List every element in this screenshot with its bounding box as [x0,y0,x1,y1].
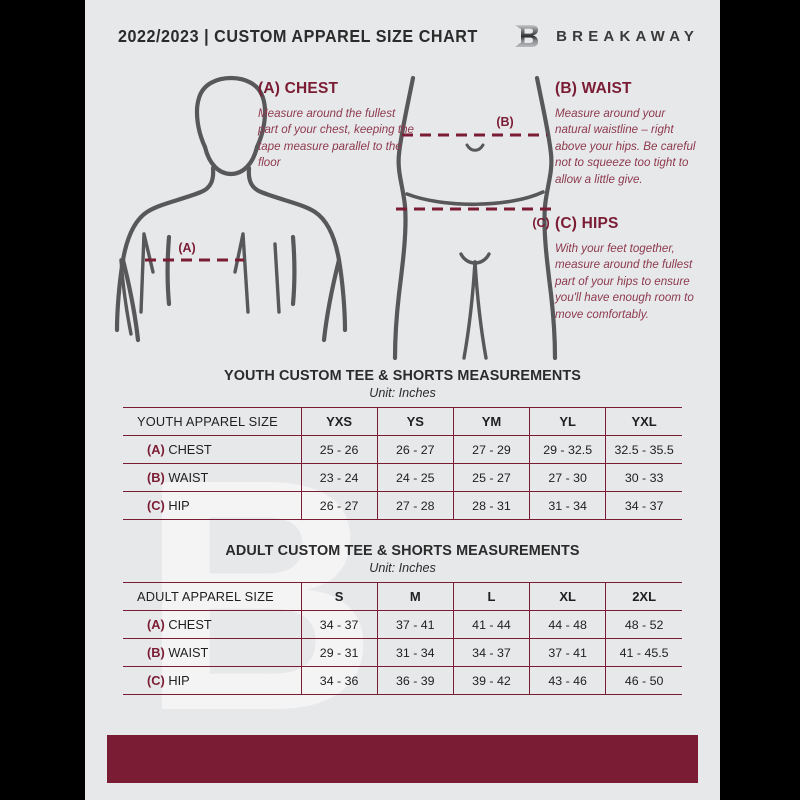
callout-hips: (C) HIPS With your feet together, measur… [555,215,707,323]
row-label-text: CHEST [168,617,212,632]
cell: 24 - 25 [377,463,454,492]
adult-table-title: ADULT CUSTOM TEE & SHORTS MEASUREMENTS [225,543,580,559]
cell: 30 - 33 [605,463,682,492]
youth-column-header: YXL [605,407,682,436]
cell: 41 - 45.5 [605,638,682,667]
chest-marker-label: (A) [178,241,195,255]
youth-table-unit: Unit: Inches [369,386,436,400]
row-tag: (B) [147,645,165,660]
adult-column-header: S [301,582,378,611]
callout-hips-heading: (C) HIPS [555,215,619,232]
table-row: (B) WAIST 29 - 31 31 - 34 34 - 37 37 - 4… [123,638,682,667]
cell: 37 - 41 [529,638,607,667]
cell: 28 - 31 [453,491,531,520]
cell: 26 - 27 [301,491,378,520]
table-row: (C) HIP 26 - 27 27 - 28 28 - 31 31 - 34 … [123,491,682,520]
callout-chest: (A) CHEST Measure around the fullest par… [258,80,416,172]
youth-table-title: YOUTH CUSTOM TEE & SHORTS MEASUREMENTS [224,368,581,384]
hips-figure: (B) (C) [392,75,558,361]
youth-table-block: YOUTH CUSTOM TEE & SHORTS MEASUREMENTS U… [85,368,720,520]
adult-column-header: 2XL [605,582,682,611]
cell: 41 - 44 [453,610,531,639]
cell: 27 - 30 [529,463,607,492]
cell: 25 - 27 [453,463,531,492]
youth-size-table: YOUTH APPAREL SIZE YXS YS YM YL YXL (A) … [123,407,682,520]
cell: 43 - 46 [529,666,607,695]
youth-row-label: (A) CHEST [123,435,302,464]
breakaway-b-logo-icon [515,25,539,47]
callout-waist-heading: (B) WAIST [555,80,632,97]
adult-size-table: ADULT APPAREL SIZE S M L XL 2XL (A) CHES… [123,582,682,695]
youth-row-label: (C) HIP [123,491,302,520]
cell: 44 - 48 [529,610,607,639]
adult-row-label: (A) CHEST [123,610,302,639]
waist-marker-label: (B) [496,115,513,129]
row-label-text: HIP [168,673,190,688]
callout-waist: (B) WAIST Measure around your natural wa… [555,80,703,188]
cell: 23 - 24 [301,463,378,492]
cell: 27 - 28 [377,491,454,520]
callout-waist-body: Measure around your natural waistline – … [555,107,696,186]
hips-marker-label: (C) [532,216,549,230]
torso-figure: (A) [114,75,348,343]
cell: 32.5 - 35.5 [605,435,682,464]
cell: 48 - 52 [605,610,682,639]
adult-column-header: M [377,582,454,611]
row-tag: (C) [147,498,165,513]
cell: 31 - 34 [529,491,607,520]
page-header: 2022/2023 | CUSTOM APPAREL SIZE CHART BR… [85,0,720,72]
youth-column-header: YS [377,407,454,436]
row-tag: (C) [147,673,165,688]
cell: 31 - 34 [377,638,454,667]
adult-row-label: (C) HIP [123,666,302,695]
cell: 29 - 31 [301,638,378,667]
size-chart-page: B 2022/2023 | CUSTOM APPAREL SIZE CHART [85,0,720,800]
table-row: (C) HIP 34 - 36 36 - 39 39 - 42 43 - 46 … [123,666,682,695]
row-tag: (A) [147,617,165,632]
youth-column-header: YXS [301,407,378,436]
cell: 29 - 32.5 [529,435,607,464]
table-row: (B) WAIST 23 - 24 24 - 25 25 - 27 27 - 3… [123,463,682,492]
adult-table-block: ADULT CUSTOM TEE & SHORTS MEASUREMENTS U… [85,543,720,695]
row-tag: (A) [147,442,165,457]
callout-chest-heading: (A) CHEST [258,80,339,97]
cell: 27 - 29 [453,435,531,464]
youth-row-label: (B) WAIST [123,463,302,492]
callout-hips-body: With your feet together, measure around … [555,242,694,321]
cell: 36 - 39 [377,666,454,695]
row-label-text: CHEST [168,442,212,457]
cell: 34 - 36 [301,666,378,695]
cell: 37 - 41 [377,610,454,639]
cell: 34 - 37 [453,638,531,667]
row-tag: (B) [147,470,165,485]
row-label-text: WAIST [168,645,209,660]
measurement-figures: (A) (B) (C) [85,72,720,362]
brand-lockup: BREAKAWAY [509,19,699,53]
cell: 34 - 37 [301,610,378,639]
cell: 34 - 37 [605,491,682,520]
adult-header-label: ADULT APPAREL SIZE [123,582,302,611]
adult-column-header: L [453,582,531,611]
adult-column-header: XL [529,582,607,611]
callout-chest-body: Measure around the fullest part of your … [258,107,414,170]
table-row: (A) CHEST 25 - 26 26 - 27 27 - 29 29 - 3… [123,435,682,464]
youth-column-header: YL [529,407,607,436]
row-label-text: WAIST [168,470,209,485]
cell: 39 - 42 [453,666,531,695]
table-row: (A) CHEST 34 - 37 37 - 41 41 - 44 44 - 4… [123,610,682,639]
table-header-row: ADULT APPAREL SIZE S M L XL 2XL [123,582,682,611]
adult-row-label: (B) WAIST [123,638,302,667]
cell: 26 - 27 [377,435,454,464]
youth-header-label: YOUTH APPAREL SIZE [123,407,302,436]
page-title: 2022/2023 | CUSTOM APPAREL SIZE CHART [118,25,478,46]
cell: 25 - 26 [301,435,378,464]
adult-table-unit: Unit: Inches [369,561,436,575]
cell: 46 - 50 [605,666,682,695]
row-label-text: HIP [168,498,190,513]
brand-name: BREAKAWAY [556,27,700,45]
footer-bar [107,735,698,783]
youth-column-header: YM [453,407,531,436]
table-header-row: YOUTH APPAREL SIZE YXS YS YM YL YXL [123,407,682,436]
